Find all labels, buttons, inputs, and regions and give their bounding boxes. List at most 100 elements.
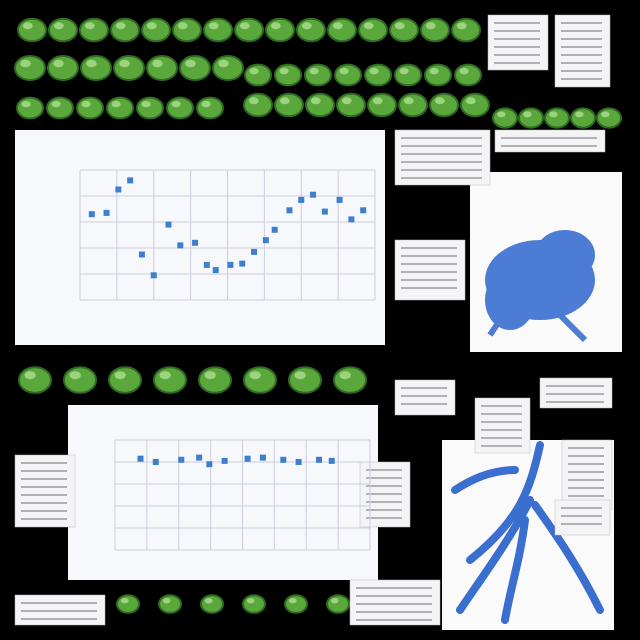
green-cell <box>179 55 211 81</box>
note-card <box>394 129 491 186</box>
cell-highlight <box>115 22 126 30</box>
cell-highlight <box>239 22 250 30</box>
green-cell <box>80 55 112 81</box>
point <box>295 459 302 465</box>
cell-highlight <box>341 97 352 105</box>
green-cell <box>424 63 452 87</box>
green-cell <box>200 594 224 614</box>
point <box>88 211 95 218</box>
green-cell <box>243 92 273 118</box>
green-cell <box>172 17 202 43</box>
green-cell <box>113 55 145 81</box>
point <box>348 216 355 223</box>
cell-highlight <box>425 22 436 30</box>
point <box>360 207 367 214</box>
point <box>178 456 185 463</box>
cell-highlight <box>339 371 351 380</box>
cell-highlight <box>459 67 469 75</box>
point <box>203 261 210 268</box>
point <box>221 457 228 464</box>
cell-highlight <box>111 100 121 108</box>
cell-highlight <box>22 22 33 30</box>
point <box>328 457 335 464</box>
point <box>138 251 145 258</box>
green-cell <box>63 366 97 394</box>
cell-highlight <box>372 97 383 105</box>
green-cell <box>110 17 140 43</box>
green-cell <box>296 17 326 43</box>
cell-highlight <box>53 22 64 30</box>
cell-highlight <box>279 97 290 105</box>
green-cell <box>305 92 335 118</box>
chart-panel <box>15 130 385 345</box>
green-cell <box>454 63 482 87</box>
point <box>177 242 184 249</box>
cell-highlight <box>218 59 229 68</box>
green-cell <box>198 366 232 394</box>
cell-highlight <box>81 100 91 108</box>
cell-highlight <box>497 111 506 118</box>
point <box>271 226 278 233</box>
cell-highlight <box>119 59 130 68</box>
green-cell <box>429 92 459 118</box>
green-cell <box>265 17 295 43</box>
green-cell <box>334 63 362 87</box>
cell-highlight <box>146 22 157 30</box>
green-cell <box>326 594 350 614</box>
cell-highlight <box>363 22 374 30</box>
green-cell <box>79 17 109 43</box>
green-cell <box>460 92 490 118</box>
cell-highlight <box>114 371 126 380</box>
green-cell <box>146 55 178 81</box>
cell-highlight <box>279 67 289 75</box>
cell-highlight <box>246 597 255 604</box>
green-cell <box>596 107 622 129</box>
point <box>336 196 343 203</box>
point <box>192 239 199 246</box>
blue-structure <box>451 441 604 624</box>
cell-highlight <box>20 59 31 68</box>
green-cell <box>18 366 52 394</box>
green-cell <box>274 63 302 87</box>
cell-highlight <box>310 97 321 105</box>
note-card <box>561 439 613 511</box>
cell-highlight <box>171 100 181 108</box>
cell-highlight <box>53 59 64 68</box>
green-cell <box>242 594 266 614</box>
cell-highlight <box>248 97 259 105</box>
green-cell <box>394 63 422 87</box>
green-cell <box>166 96 194 120</box>
cell-highlight <box>523 111 532 118</box>
green-cell <box>212 55 244 81</box>
green-cell <box>544 107 570 129</box>
point <box>206 461 213 468</box>
note-card <box>14 454 76 528</box>
point <box>244 455 251 462</box>
cell-highlight <box>201 100 211 108</box>
cell-highlight <box>575 111 584 118</box>
green-cell <box>234 17 264 43</box>
point <box>298 196 305 203</box>
green-cell <box>136 96 164 120</box>
cell-highlight <box>141 100 151 108</box>
green-cell <box>364 63 392 87</box>
point <box>152 459 159 465</box>
point <box>165 221 172 228</box>
green-cell <box>141 17 171 43</box>
cell-highlight <box>601 111 610 118</box>
cell-highlight <box>288 597 297 604</box>
cell-highlight <box>249 371 261 380</box>
cell-highlight <box>456 22 467 30</box>
cell-highlight <box>399 67 409 75</box>
green-cell <box>76 96 104 120</box>
green-cell <box>288 366 322 394</box>
cell-highlight <box>369 67 379 75</box>
green-cell <box>17 17 47 43</box>
cell-highlight <box>330 597 339 604</box>
point <box>196 454 203 461</box>
cell-highlight <box>162 597 171 604</box>
cell-highlight <box>120 597 129 604</box>
cell-highlight <box>434 97 445 105</box>
cell-highlight <box>339 67 349 75</box>
green-cell <box>14 55 46 81</box>
